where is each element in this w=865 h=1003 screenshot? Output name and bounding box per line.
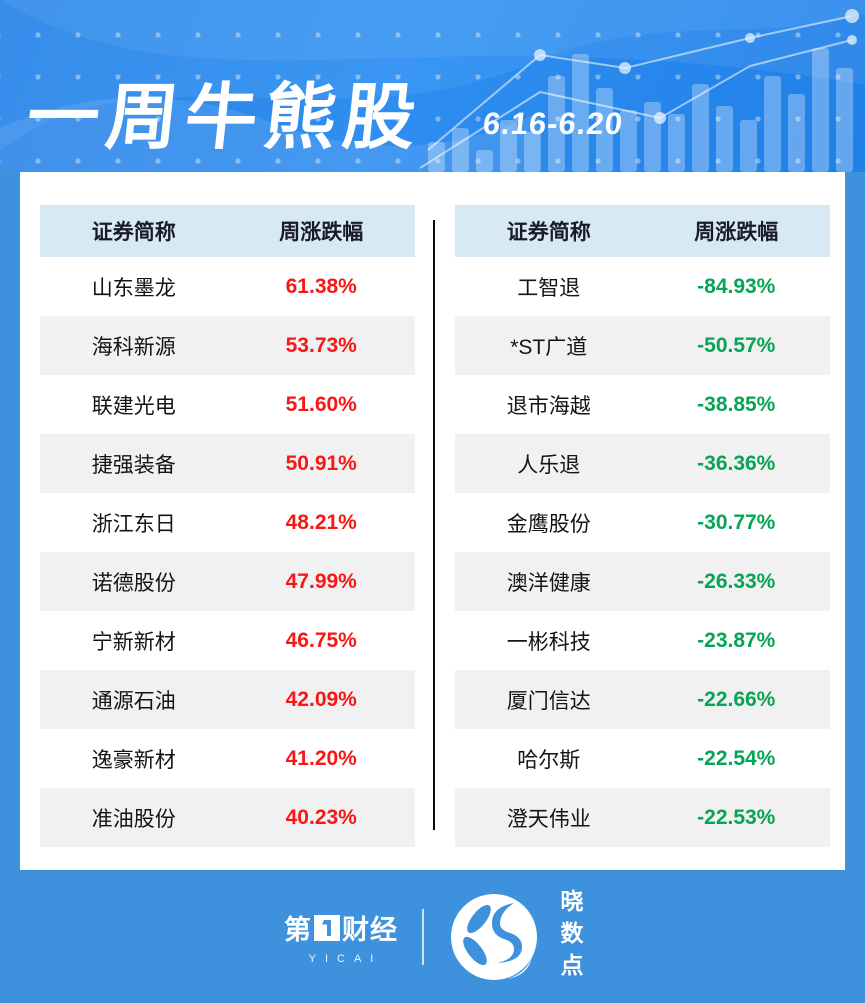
table-row: 厦门信达 -22.66% xyxy=(455,670,830,729)
table-row: 澄天伟业 -22.53% xyxy=(455,788,830,847)
table-row: 逸豪新材 41.20% xyxy=(40,729,415,788)
table-row: 海科新源 53.73% xyxy=(40,316,415,375)
table-row: 山东墨龙 61.38% xyxy=(40,257,415,316)
column-header-name: 证券简称 xyxy=(91,221,176,244)
stock-name: 一彬科技 xyxy=(506,630,591,654)
stock-change: -38.85% xyxy=(697,392,776,416)
stock-name: 澄天伟业 xyxy=(506,807,591,831)
stock-change: 41.20% xyxy=(285,746,357,770)
table-row: 退市海越 -38.85% xyxy=(455,375,830,434)
table-row: 人乐退 -36.36% xyxy=(455,434,830,493)
table-row: 一彬科技 -23.87% xyxy=(455,611,830,670)
stock-change: 40.23% xyxy=(285,805,357,829)
stock-name: *ST广道 xyxy=(510,335,588,359)
content-panel: 证券简称 周涨跌幅 山东墨龙 61.38% 海科新源 53.73% 联建光电 51.60%… xyxy=(20,172,845,870)
gainers-table: 证券简称 周涨跌幅 山东墨龙 61.38% 海科新源 53.73% 联建光电 51.60%… xyxy=(40,205,415,847)
stock-change: -36.36% xyxy=(697,451,776,475)
footer-divider xyxy=(422,908,424,965)
footer: 第 财经 YICAI 晓数点 xyxy=(0,870,865,1003)
stock-change: 46.75% xyxy=(285,628,357,652)
yicai-logo-row: 第 财经 xyxy=(284,908,398,947)
gainers-table-header: 证券简称 周涨跌幅 xyxy=(40,205,415,257)
stock-change: 42.09% xyxy=(285,687,357,711)
yicai-logo: 第 财经 YICAI xyxy=(284,908,398,965)
stock-change: -50.57% xyxy=(697,333,776,357)
table-row: *ST广道 -50.57% xyxy=(455,316,830,375)
page-title: 一周牛熊股 xyxy=(23,78,427,158)
stock-change: 47.99% xyxy=(285,569,357,593)
stock-name: 退市海越 xyxy=(506,394,591,418)
stock-change: 53.73% xyxy=(285,333,357,357)
stock-change: -22.66% xyxy=(697,687,776,711)
yicai-logo-subtext: YICAI xyxy=(308,953,383,965)
table-row: 诺德股份 47.99% xyxy=(40,552,415,611)
stock-name: 通源石油 xyxy=(91,689,176,713)
stock-name: 澳洋健康 xyxy=(506,571,591,595)
dot-grid-decoration xyxy=(0,0,865,172)
table-row: 捷强装备 50.91% xyxy=(40,434,415,493)
stock-name: 逸豪新材 xyxy=(91,748,176,772)
date-range: 6.16-6.20 xyxy=(481,106,625,141)
stock-name: 捷强装备 xyxy=(91,453,176,477)
header-banner: 一周牛熊股 6.16-6.20 xyxy=(0,0,865,172)
losers-table: 证券简称 周涨跌幅 工智退 -84.93% *ST广道 -50.57% 退市海越 -38.… xyxy=(455,205,830,847)
stock-change: -84.93% xyxy=(697,274,776,298)
stock-name: 人乐退 xyxy=(517,453,581,477)
stock-change: 50.91% xyxy=(285,451,357,475)
table-divider xyxy=(433,220,435,830)
xiaoshudian-logo xyxy=(451,893,537,980)
stock-change: -22.54% xyxy=(697,746,776,770)
yicai-logo-text-prefix: 第 xyxy=(284,915,312,945)
table-row: 澳洋健康 -26.33% xyxy=(455,552,830,611)
stock-name: 工智退 xyxy=(517,276,581,300)
column-header-name: 证券简称 xyxy=(506,221,591,244)
losers-table-body: 工智退 -84.93% *ST广道 -50.57% 退市海越 -38.85% 人乐退 -36.… xyxy=(455,257,830,847)
stock-name: 海科新源 xyxy=(91,335,176,359)
stock-change: -23.87% xyxy=(697,628,776,652)
losers-table-header: 证券简称 周涨跌幅 xyxy=(455,205,830,257)
gainers-table-body: 山东墨龙 61.38% 海科新源 53.73% 联建光电 51.60% 捷强装备 50.91%… xyxy=(40,257,415,847)
column-header-change: 周涨跌幅 xyxy=(694,221,779,244)
stock-change: -22.53% xyxy=(697,805,776,829)
stock-change: 61.38% xyxy=(285,274,357,298)
column-header-change: 周涨跌幅 xyxy=(279,221,364,244)
yicai-logo-text-suffix: 财经 xyxy=(342,915,398,945)
stock-name: 宁新新材 xyxy=(91,630,176,654)
xiaoshudian-label: 晓数点 xyxy=(557,888,583,985)
table-row: 金鹰股份 -30.77% xyxy=(455,493,830,552)
stock-change: -30.77% xyxy=(697,510,776,534)
table-row: 准油股份 40.23% xyxy=(40,788,415,847)
stock-name: 山东墨龙 xyxy=(91,276,176,300)
table-row: 工智退 -84.93% xyxy=(455,257,830,316)
wave-decoration xyxy=(0,0,865,172)
stock-name: 哈尔斯 xyxy=(517,748,581,772)
table-row: 联建光电 51.60% xyxy=(40,375,415,434)
stock-name: 诺德股份 xyxy=(91,571,176,595)
table-row: 哈尔斯 -22.54% xyxy=(455,729,830,788)
chart-decoration xyxy=(420,9,859,172)
stock-name: 联建光电 xyxy=(91,394,176,418)
stock-name: 厦门信达 xyxy=(506,689,591,713)
table-row: 宁新新材 46.75% xyxy=(40,611,415,670)
table-row: 通源石油 42.09% xyxy=(40,670,415,729)
stock-change: 51.60% xyxy=(285,392,357,416)
stock-change: -26.33% xyxy=(697,569,776,593)
stock-change: 48.21% xyxy=(285,510,357,534)
table-row: 浙江东日 48.21% xyxy=(40,493,415,552)
stock-name: 准油股份 xyxy=(91,807,176,831)
stock-name: 金鹰股份 xyxy=(506,512,591,536)
yicai-logo-mark xyxy=(314,914,340,941)
stock-name: 浙江东日 xyxy=(91,512,176,536)
